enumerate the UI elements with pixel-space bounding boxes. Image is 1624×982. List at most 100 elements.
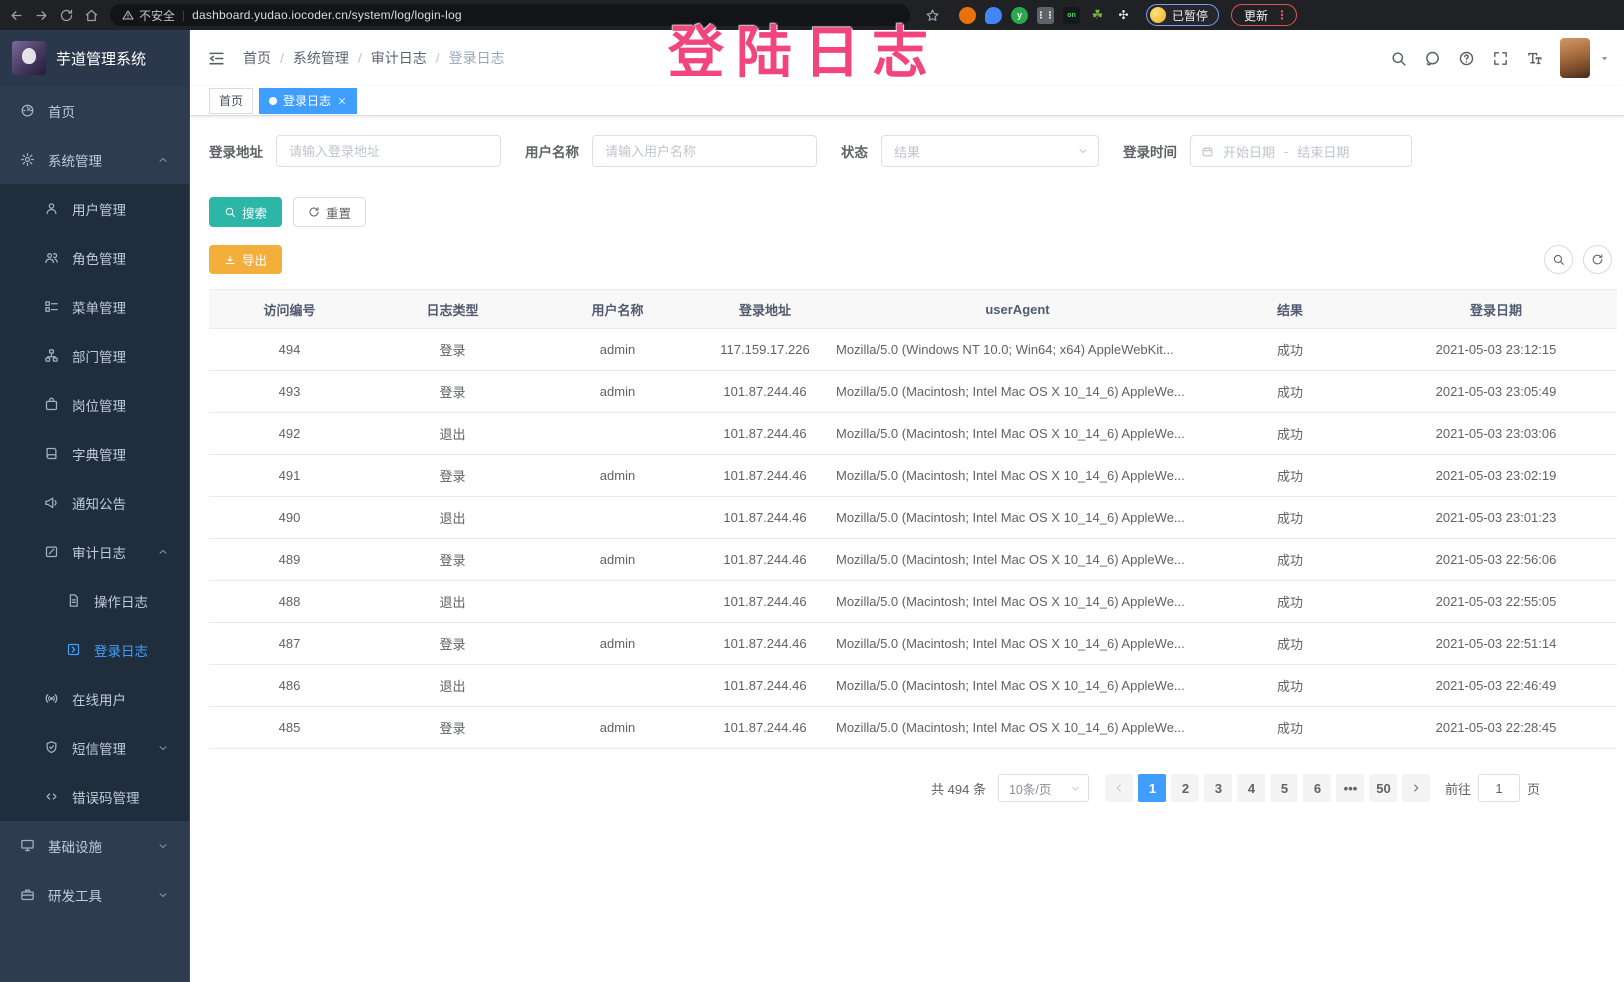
cell: 488 [209, 580, 370, 623]
sidebar-item-8[interactable]: 通知公告 [0, 478, 189, 527]
breadcrumb-item[interactable]: 首页 [243, 50, 271, 66]
tag-登录日志[interactable]: 登录日志 [259, 87, 358, 114]
search-icon[interactable] [1390, 50, 1407, 67]
book-icon [44, 446, 60, 461]
sidebar-item-4[interactable]: 菜单管理 [0, 282, 189, 331]
browser-back-icon[interactable] [4, 4, 29, 26]
extension-icon[interactable]: ⋮⋮ [1037, 6, 1055, 24]
export-button[interactable]: 导出 [209, 245, 283, 274]
search-button[interactable]: 搜索 [209, 197, 283, 227]
logo-image [12, 41, 46, 75]
help-icon[interactable] [1458, 50, 1475, 67]
extension-icon[interactable] [959, 6, 976, 24]
sidebar-item-16[interactable]: 研发工具 [0, 870, 189, 919]
address-bar[interactable]: 不安全 | dashboard.yudao.iocoder.cn/system/… [110, 4, 910, 26]
browser-update-button[interactable]: 更新 ⋮ [1231, 4, 1298, 26]
cell: 494 [209, 328, 370, 371]
shield-icon [44, 740, 60, 755]
sidebar-item-1[interactable]: 系统管理 [0, 135, 189, 184]
total-count: 共 494 条 [931, 781, 986, 797]
code-icon [44, 789, 60, 804]
status-select[interactable]: 结果 [881, 135, 1099, 167]
refresh-table-button[interactable] [1583, 245, 1612, 274]
date-range-picker[interactable]: 开始日期 - 结束日期 [1190, 135, 1412, 167]
app-logo[interactable]: 芋道管理系统 [0, 30, 189, 86]
next-page-button[interactable] [1402, 774, 1431, 802]
extension-icon[interactable]: on [1063, 6, 1080, 24]
refresh-icon [1591, 253, 1604, 266]
cell: Mozilla/5.0 (Macintosh; Intel Mac OS X 1… [830, 706, 1205, 749]
goto-page-input[interactable] [1477, 774, 1520, 802]
page-button-5[interactable]: 5 [1270, 774, 1299, 802]
page-button-1[interactable]: 1 [1138, 774, 1167, 802]
chevron-right-icon [1410, 782, 1422, 794]
breadcrumb-item[interactable]: 系统管理 [292, 50, 349, 66]
page-button-4[interactable]: 4 [1237, 774, 1266, 802]
tag-首页[interactable]: 首页 [209, 87, 254, 114]
sidebar-item-12[interactable]: 在线用户 [0, 674, 189, 723]
cell: 2021-05-03 22:28:45 [1375, 706, 1617, 749]
toggle-search-button[interactable] [1544, 245, 1573, 274]
bookmark-star-icon[interactable] [920, 4, 945, 26]
column-header-6: 登录日期 [1375, 289, 1617, 329]
sidebar-item-7[interactable]: 字典管理 [0, 429, 189, 478]
search-icon [224, 206, 236, 218]
page-button-50[interactable]: 50 [1369, 774, 1398, 802]
cell: Mozilla/5.0 (Macintosh; Intel Mac OS X 1… [830, 664, 1205, 707]
close-icon[interactable] [337, 96, 347, 106]
sidebar-item-10[interactable]: 操作日志 [0, 576, 189, 625]
browser-forward-icon[interactable] [29, 4, 54, 26]
breadcrumb-item[interactable]: 审计日志 [370, 50, 427, 66]
font-size-icon[interactable] [1526, 50, 1543, 67]
sidebar-item-3[interactable]: 角色管理 [0, 233, 189, 282]
cell: 2021-05-03 22:51:14 [1375, 622, 1617, 665]
extension-icon[interactable]: y [1011, 6, 1028, 24]
username-input[interactable] [592, 135, 817, 167]
sidebar-item-label: 在线用户 [72, 692, 126, 708]
column-header-1: 日志类型 [370, 289, 535, 329]
column-header-5: 结果 [1205, 289, 1375, 329]
extension-icon[interactable]: ✣ [1118, 8, 1129, 22]
sidebar-item-5[interactable]: 部门管理 [0, 331, 189, 380]
prev-page-button[interactable] [1105, 774, 1134, 802]
cell: 登录 [370, 328, 535, 371]
page-buttons: 1 2 3 4 5 6 ••• 50 [1136, 774, 1400, 802]
cell: 2021-05-03 23:01:23 [1375, 496, 1617, 539]
sidebar-item-14[interactable]: 错误码管理 [0, 772, 189, 821]
sidebar-item-0[interactable]: 首页 [0, 86, 189, 135]
menu-tree-icon [44, 299, 60, 314]
extension-icon[interactable] [985, 6, 1002, 24]
avatar-caret-icon[interactable] [1599, 53, 1610, 64]
sidebar-item-2[interactable]: 用户管理 [0, 184, 189, 233]
browser-profile-chip[interactable]: 已暂停 [1146, 4, 1220, 26]
github-icon[interactable] [1424, 50, 1441, 67]
cell: admin [535, 622, 700, 665]
cell: 成功 [1205, 412, 1375, 455]
cell: 2021-05-03 23:03:06 [1375, 412, 1617, 455]
edit-icon [44, 544, 60, 559]
fold-sidebar-icon[interactable] [207, 49, 226, 68]
browser-reload-icon[interactable] [54, 4, 79, 26]
reset-button[interactable]: 重置 [293, 197, 367, 227]
sidebar-item-15[interactable]: 基础设施 [0, 821, 189, 870]
browser-menu-icon[interactable]: ⋮ [1276, 8, 1289, 22]
sidebar-item-9[interactable]: 审计日志 [0, 527, 189, 576]
page-size-select[interactable]: 10条/页 [997, 774, 1089, 802]
login-log-table: 访问编号 日志类型 用户名称 登录地址 userAgent 结果 登录日期 494 登录 adm… [209, 289, 1617, 749]
cell: 退出 [370, 412, 535, 455]
more-pages-button[interactable]: ••• [1336, 774, 1365, 802]
address-input[interactable] [276, 135, 501, 167]
fullscreen-icon[interactable] [1492, 50, 1509, 67]
browser-home-icon[interactable] [79, 4, 104, 26]
security-warning[interactable]: 不安全 [122, 7, 175, 24]
page-button-2[interactable]: 2 [1171, 774, 1200, 802]
breadcrumb-separator: / [280, 50, 284, 66]
page-button-3[interactable]: 3 [1204, 774, 1233, 802]
sidebar-item-11[interactable]: 登录日志 [0, 625, 189, 674]
page-button-6[interactable]: 6 [1303, 774, 1332, 802]
user-avatar[interactable] [1560, 38, 1590, 78]
sidebar-item-13[interactable]: 短信管理 [0, 723, 189, 772]
sidebar-item-6[interactable]: 岗位管理 [0, 380, 189, 429]
extension-icon[interactable]: ☘ [1091, 7, 1104, 22]
